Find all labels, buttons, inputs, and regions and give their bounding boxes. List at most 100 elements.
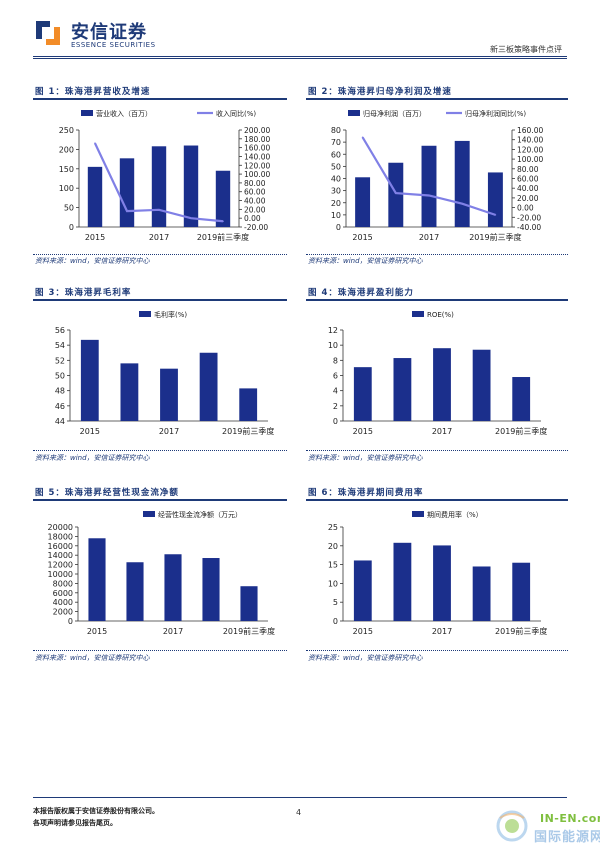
- line-point: [361, 136, 364, 139]
- fig1-title: 图 1：珠海港昇营收及增速: [35, 87, 151, 97]
- x-tick-label: 2015: [80, 427, 100, 436]
- fig6-source-rule: [306, 650, 568, 651]
- bar: [120, 363, 139, 421]
- bar: [353, 560, 372, 621]
- y-tick-label: 16000: [48, 542, 73, 551]
- y2-tick-label: 200.00: [244, 126, 270, 135]
- x-tick-label: 2017: [432, 627, 452, 636]
- y-tick-label: 15: [328, 561, 338, 570]
- footer-divider: [33, 797, 567, 798]
- y2-tick-label: 60.00: [517, 175, 539, 184]
- x-tick-label: 2015: [352, 233, 372, 242]
- legend-label-line: 归母净利润同比(%): [465, 109, 526, 118]
- line-point: [222, 220, 224, 223]
- line-point: [158, 209, 160, 211]
- x-tick-label: 2019前三季度: [197, 232, 249, 242]
- bar: [353, 367, 372, 421]
- bar: [388, 162, 404, 227]
- legend-swatch-bar: [81, 110, 93, 116]
- y2-tick-label: 60.00: [244, 188, 266, 197]
- y2-tick-label: 40.00: [244, 197, 266, 206]
- y-tick-label: 10: [328, 341, 338, 350]
- y-tick-label: 100: [59, 184, 74, 193]
- legend-swatch-bar: [412, 511, 424, 517]
- line-point: [428, 194, 430, 197]
- x-tick-label: 2015: [353, 627, 373, 636]
- legend-swatch-bar: [348, 110, 360, 116]
- x-tick-label: 2017: [149, 233, 169, 242]
- fig4-title-rule: [306, 299, 568, 301]
- bar: [88, 538, 106, 621]
- y2-tick-label: 80.00: [244, 179, 266, 188]
- y2-tick-label: 160.00: [517, 126, 543, 135]
- fig2-title: 图 2：珠海港昇归母净利润及增速: [308, 87, 452, 97]
- y-tick-label: 6: [333, 372, 338, 381]
- y2-tick-label: -20.00: [517, 213, 541, 222]
- y2-tick-label: 160.00: [244, 144, 270, 153]
- y-tick-label: 20000: [48, 523, 73, 532]
- y-tick-label: 8: [333, 356, 338, 365]
- fig5-source-rule: [33, 650, 287, 651]
- legend-label-bar: 期间费用率（%）: [427, 510, 483, 519]
- fig2-source-rule: [306, 254, 568, 255]
- y2-tick-label: 20.00: [517, 194, 539, 203]
- fig3-title: 图 3：珠海港昇毛利率: [35, 288, 132, 298]
- y-tick-label: 20: [328, 542, 338, 551]
- fig5-title: 图 5：珠海港昇经营性现金流净额: [35, 488, 179, 498]
- y2-tick-label: 20.00: [244, 205, 266, 214]
- legend-label-bar: 经营性现金流净额（万元）: [158, 510, 242, 519]
- bar: [126, 562, 144, 621]
- y-tick-label: 200: [59, 145, 74, 154]
- fig5-source: 资料来源：wind，安信证券研究中心: [35, 654, 150, 662]
- bar: [393, 358, 412, 421]
- y-tick-label: 2000: [53, 608, 73, 617]
- company-name-en: ESSENCE SECURITIES: [71, 41, 156, 49]
- y-tick-label: 60: [331, 150, 341, 159]
- x-tick-label: 2019前三季度: [222, 426, 274, 436]
- y2-tick-label: -40.00: [517, 223, 541, 232]
- y-tick-label: 54: [55, 341, 65, 350]
- y2-tick-label: 120.00: [244, 161, 270, 170]
- y-tick-label: 25: [328, 523, 338, 532]
- y-tick-label: 80: [331, 126, 341, 135]
- company-name-cn: 安信证券: [71, 22, 147, 43]
- bar: [472, 349, 491, 421]
- line-point: [126, 210, 128, 212]
- y-tick-label: 44: [55, 417, 65, 426]
- bar: [421, 145, 437, 227]
- y2-tick-label: 140.00: [517, 136, 543, 145]
- x-tick-label: 2017: [432, 427, 452, 436]
- bar: [160, 368, 178, 421]
- bar: [87, 166, 103, 227]
- fig6-source: 资料来源：wind，安信证券研究中心: [308, 654, 423, 662]
- legend-label-bar: ROE(%): [427, 311, 454, 319]
- y-tick-label: 4: [333, 387, 338, 396]
- fig3-chart: 44 46 48 50 52 54 56 2015 2017 2019前三季度 毛利率(%): [55, 310, 275, 436]
- header-divider-thin: [33, 58, 567, 59]
- x-tick-label: 2019前三季度: [495, 626, 547, 636]
- legend-label-bar: 归母净利润（百万）: [363, 109, 426, 118]
- y2-tick-label: 80.00: [517, 165, 539, 174]
- line-point: [494, 214, 497, 216]
- bar: [151, 146, 167, 227]
- x-tick-label: 2015: [353, 427, 373, 436]
- bar: [487, 172, 503, 227]
- y-tick-label: 0: [68, 617, 73, 626]
- legend-swatch-bar: [412, 311, 424, 317]
- y-tick-label: 50: [331, 162, 341, 171]
- watermark: IN-EN.com 国际能源网: [492, 808, 600, 845]
- x-tick-label: 2019前三季度: [223, 626, 275, 636]
- x-tick-label: 2017: [419, 233, 439, 242]
- watermark-logo-icon: [496, 810, 528, 842]
- bar: [240, 586, 258, 621]
- header-divider: [33, 56, 567, 57]
- watermark-en: IN-EN.com: [540, 812, 600, 825]
- y-tick-label: 8000: [53, 579, 73, 588]
- y2-tick-label: 0.00: [517, 204, 534, 213]
- y-tick-label: 0: [69, 223, 74, 232]
- bar: [80, 339, 99, 421]
- bar: [433, 545, 451, 621]
- bar: [239, 388, 258, 421]
- y-tick-label: 48: [55, 387, 65, 396]
- bar: [183, 145, 199, 227]
